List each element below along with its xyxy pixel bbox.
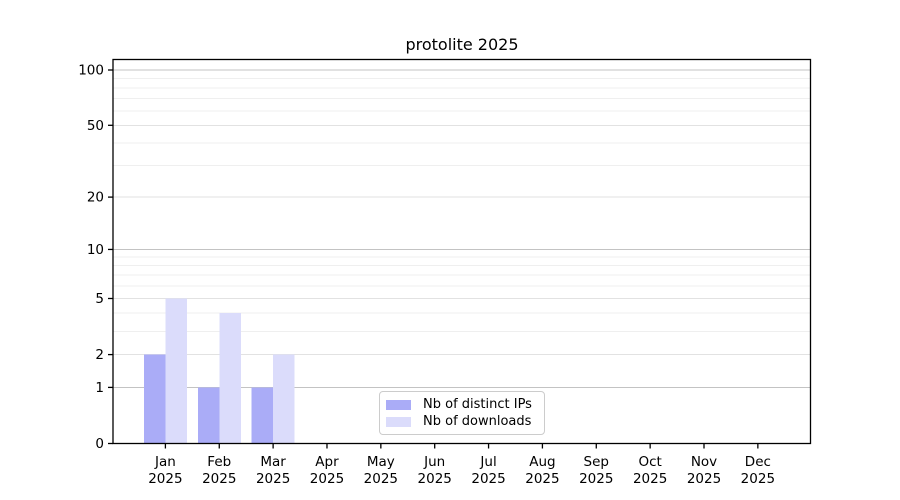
legend-swatch-downloads-icon [386, 416, 411, 427]
x-tick-label-year: 2025 [256, 471, 290, 487]
x-tick-label-year: 2025 [418, 471, 452, 487]
legend-swatch-distinct-ips-icon [386, 399, 411, 410]
x-tick-label-year: 2025 [687, 471, 721, 487]
bar-downloads-jan-2025 [165, 298, 187, 444]
y-tick-label: 50 [87, 118, 104, 134]
y-tick-label: 20 [87, 190, 104, 206]
bar-distinct-ips-jan-2025 [143, 354, 166, 444]
bar-distinct-ips-mar-2025 [251, 387, 274, 444]
x-tick-label-month: Sep [584, 454, 609, 470]
legend-label-distinct-ips: Nb of distinct IPs [423, 397, 532, 412]
y-tick-label: 10 [87, 242, 104, 258]
x-tick-label-month: Jan [154, 454, 176, 470]
x-tick-label-year: 2025 [364, 471, 398, 487]
x-tick-label-year: 2025 [148, 471, 182, 487]
x-tick-label-year: 2025 [633, 471, 667, 487]
bar-downloads-feb-2025 [219, 313, 241, 444]
x-tick-label-month: Jun [423, 454, 445, 470]
y-tick-label: 2 [95, 347, 104, 363]
chart-title: protolite 2025 [405, 35, 519, 54]
x-tick-label-month: Nov [691, 454, 717, 470]
x-tick-label-month: Apr [315, 454, 339, 470]
legend: Nb of distinct IPs Nb of downloads [379, 391, 545, 435]
legend-item-downloads: Nb of downloads [386, 415, 544, 428]
x-tick-label-month: Jul [479, 454, 496, 470]
x-tick-label-year: 2025 [471, 471, 505, 487]
x-tick-label-year: 2025 [579, 471, 613, 487]
legend-label-downloads: Nb of downloads [423, 414, 532, 429]
x-tick-label-month: Mar [260, 454, 286, 470]
y-tick-label: 100 [78, 63, 104, 79]
legend-item-distinct-ips: Nb of distinct IPs [386, 398, 544, 411]
plot-frame [112, 58, 812, 445]
x-tick-label-year: 2025 [525, 471, 559, 487]
x-tick-label-month: May [367, 454, 395, 470]
y-tick-label: 5 [95, 291, 104, 307]
x-tick-label-month: Feb [207, 454, 231, 470]
x-tick-label-month: Oct [638, 454, 661, 470]
x-tick-label-year: 2025 [310, 471, 344, 487]
x-tick-label-month: Dec [745, 454, 771, 470]
x-tick-label-year: 2025 [202, 471, 236, 487]
x-tick-label-year: 2025 [741, 471, 775, 487]
y-tick-label: 0 [95, 436, 104, 452]
x-tick-label-month: Aug [529, 454, 555, 470]
y-tick-label: 1 [95, 380, 104, 396]
bar-downloads-mar-2025 [273, 354, 295, 444]
bar-distinct-ips-feb-2025 [197, 387, 220, 444]
